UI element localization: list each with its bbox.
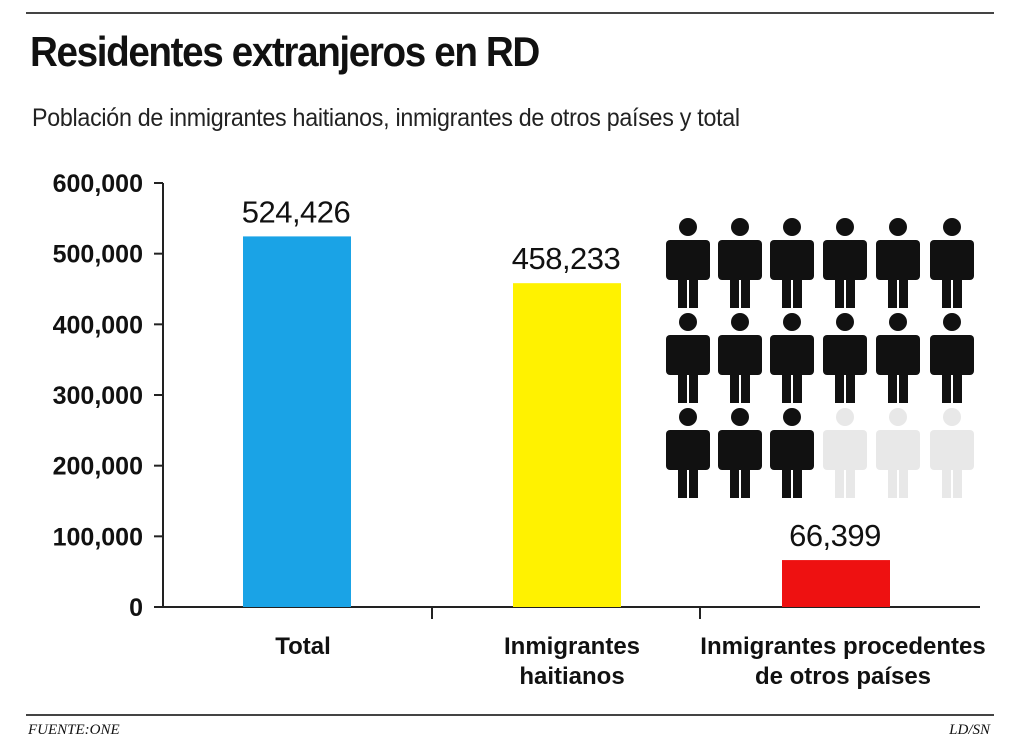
pictogram — [666, 218, 974, 498]
x-axis — [163, 606, 980, 619]
chart-title: Residentes extranjeros en RD — [30, 28, 540, 75]
person-icon — [876, 408, 920, 498]
value-labels: 524,426 458,233 66,399 — [242, 194, 882, 553]
person-icon — [718, 408, 762, 498]
credit-note: LD/SN — [949, 722, 990, 738]
category-label: Total — [275, 633, 331, 660]
value-label: 524,426 — [242, 194, 351, 229]
person-icon — [666, 313, 710, 403]
person-icon — [666, 408, 710, 498]
top-rule — [26, 12, 994, 14]
person-icon — [930, 313, 974, 403]
person-icon — [718, 218, 762, 308]
person-icon — [718, 313, 762, 403]
y-tick-label: 300,000 — [53, 382, 143, 410]
person-icon — [666, 218, 710, 308]
person-icon — [876, 218, 920, 308]
bar-chart: 0 100,000 200,000 300,000 400,000 500,000 600,… — [53, 170, 986, 690]
y-tick-label: 400,000 — [53, 311, 143, 339]
y-tick-label: 200,000 — [53, 453, 143, 481]
person-icon — [770, 313, 814, 403]
person-icon — [770, 408, 814, 498]
chart-subtitle: Población de inmigrantes haitianos, inmi… — [32, 104, 740, 132]
person-icon — [930, 408, 974, 498]
person-icon — [823, 313, 867, 403]
person-icon — [770, 218, 814, 308]
bar — [243, 236, 351, 607]
value-label: 458,233 — [512, 241, 621, 276]
person-icon — [930, 218, 974, 308]
y-tick-label: 0 — [129, 594, 143, 622]
person-icon — [876, 313, 920, 403]
bottom-rule — [26, 714, 994, 716]
bars — [243, 236, 890, 607]
person-icon — [823, 408, 867, 498]
y-axis: 0 100,000 200,000 300,000 400,000 500,000 600,… — [53, 170, 164, 622]
category-label: Inmigrantes haitianos — [504, 633, 640, 690]
source-note: FUENTE:ONE — [28, 722, 120, 738]
person-icon — [823, 218, 867, 308]
value-label: 66,399 — [789, 518, 881, 553]
y-tick-label: 100,000 — [53, 523, 143, 551]
y-tick-label: 600,000 — [53, 170, 143, 198]
category-label: Inmigrantes procedentes de otros países — [700, 633, 985, 690]
category-labels: Total Inmigrantes haitianos Inmigrantes pro… — [275, 633, 985, 690]
y-tick-label: 500,000 — [53, 241, 143, 269]
bar — [513, 283, 621, 607]
bar — [782, 560, 890, 607]
